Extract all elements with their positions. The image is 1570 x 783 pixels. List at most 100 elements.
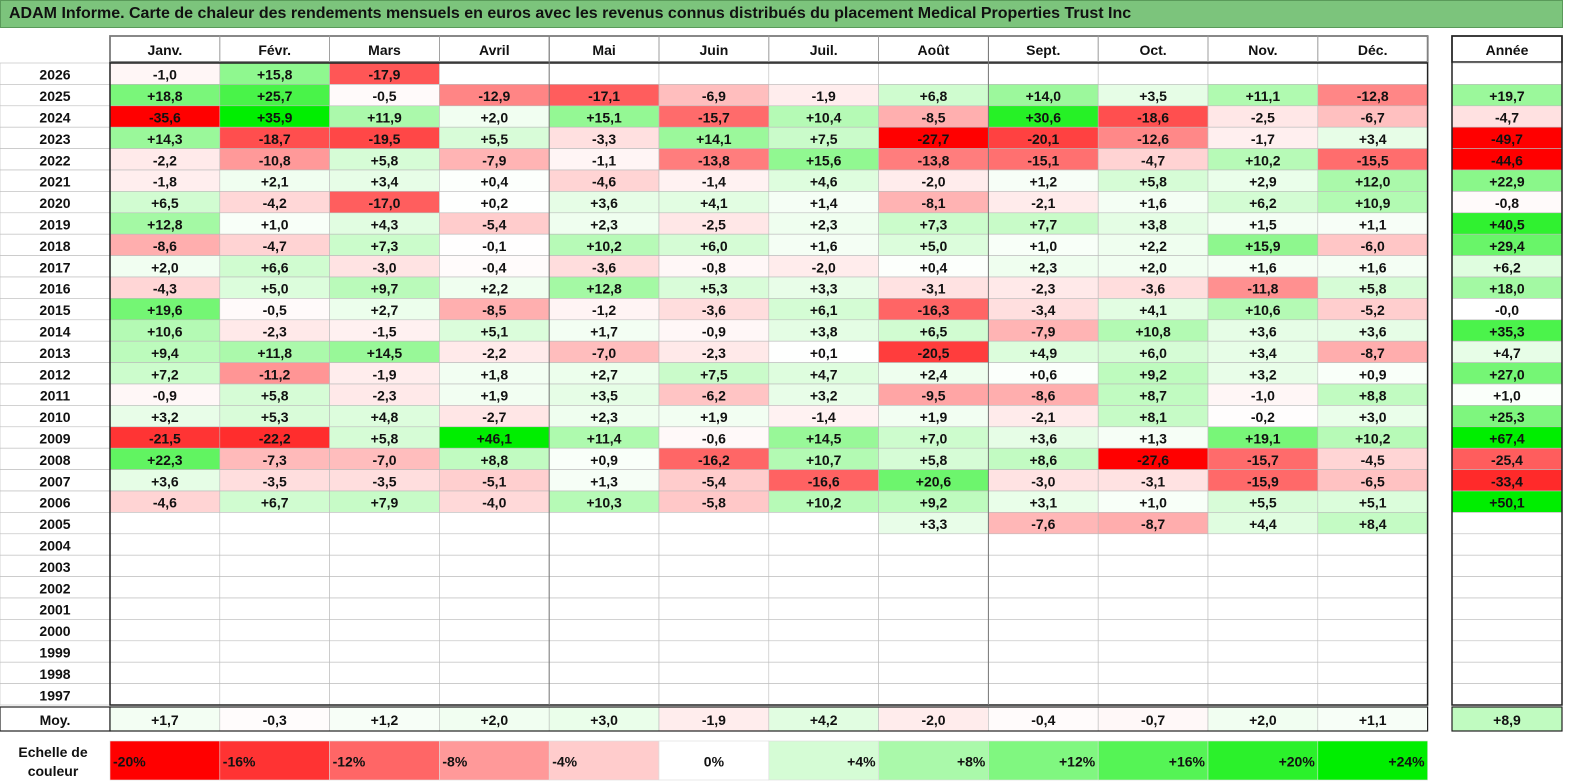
cell-value: +10,4 <box>806 110 842 126</box>
cell-value: +10,6 <box>147 324 183 340</box>
cell-value: -16,3 <box>918 302 950 318</box>
cell-value: +4,1 <box>1139 302 1167 318</box>
cell-value: +3,0 <box>1359 409 1387 425</box>
heat-cell <box>878 619 989 642</box>
heat-cell <box>768 576 879 599</box>
cell-value: -21,5 <box>149 431 181 447</box>
scale-swatch <box>548 740 660 781</box>
heat-cell <box>219 597 330 620</box>
cell-value: -4,5 <box>1361 452 1385 468</box>
cell-value: -12,6 <box>1137 131 1169 147</box>
heat-cell <box>988 597 1099 620</box>
scale-value: -4% <box>552 754 577 770</box>
cell-value: +4,6 <box>810 174 838 190</box>
cell-value: +5,5 <box>480 131 508 147</box>
cell-value: -27,7 <box>918 131 950 147</box>
cell-value: -27,6 <box>1137 452 1169 468</box>
annual-value: -4,7 <box>1495 110 1519 126</box>
heat-cell <box>219 533 330 556</box>
cell-value: +0,2 <box>480 195 508 211</box>
year-label: 2025 <box>39 88 70 104</box>
cell-value: +6,5 <box>151 195 179 211</box>
cell-value: +2,3 <box>590 409 618 425</box>
heat-cell <box>329 533 440 556</box>
cell-value: +1,9 <box>920 409 948 425</box>
heat-cell <box>109 661 221 684</box>
heat-cell <box>658 683 770 706</box>
avg-value: -2,0 <box>921 712 945 728</box>
cell-value: +3,3 <box>920 516 948 532</box>
heat-cell <box>768 512 879 535</box>
cell-value: -20,5 <box>918 345 950 361</box>
cell-value: -17,0 <box>369 195 401 211</box>
cell-value: +12,8 <box>147 217 183 233</box>
cell-value: +10,9 <box>1355 195 1391 211</box>
cell-value: -3,3 <box>592 131 616 147</box>
cell-value: -2,0 <box>921 174 945 190</box>
cell-value: -1,2 <box>592 302 616 318</box>
annual-border <box>1451 35 1563 706</box>
cell-value: +2,1 <box>261 174 289 190</box>
cell-value: +1,5 <box>1249 217 1277 233</box>
heat-cell <box>1317 619 1428 642</box>
heat-cell <box>768 683 879 706</box>
scale-value: -20% <box>113 754 146 770</box>
avg-value: -0,7 <box>1141 712 1165 728</box>
grid-border <box>109 62 1429 706</box>
year-label: 2010 <box>39 409 70 425</box>
month-header: Avril <box>479 42 510 58</box>
cell-value: +3,8 <box>810 324 838 340</box>
avg-cell <box>329 706 440 732</box>
cell-value: -4,3 <box>153 281 177 297</box>
heat-cell <box>219 661 330 684</box>
heat-cell <box>1097 554 1209 577</box>
annual-cell <box>1451 619 1563 642</box>
annual-value: -25,4 <box>1491 452 1523 468</box>
year-label: 2000 <box>39 623 70 639</box>
scale-swatch <box>658 740 770 781</box>
cell-value: -8,5 <box>921 110 945 126</box>
heat-cell <box>329 683 440 706</box>
cell-value: -15,9 <box>1247 473 1279 489</box>
cell-value: -7,6 <box>1031 516 1055 532</box>
heat-cell <box>548 640 660 663</box>
heat-cell <box>219 554 330 577</box>
year-label: 2004 <box>39 538 70 554</box>
cell-value: +7,9 <box>371 495 399 511</box>
scale-swatch <box>109 740 221 781</box>
cell-value: -4,0 <box>482 495 506 511</box>
annual-cell <box>1451 512 1563 535</box>
cell-value: -4,7 <box>1141 152 1165 168</box>
heat-cell <box>988 576 1099 599</box>
cell-value: +11,1 <box>1246 88 1281 104</box>
cell-value: -5,4 <box>702 473 726 489</box>
cell-value: -3,6 <box>1141 281 1165 297</box>
annual-value: +19,7 <box>1489 88 1525 104</box>
cell-value: -0,2 <box>1251 409 1275 425</box>
cell-value: +3,6 <box>1249 324 1277 340</box>
heat-cell <box>1317 533 1428 556</box>
heat-cell <box>109 597 221 620</box>
cell-value: -1,0 <box>1251 388 1275 404</box>
cell-value: -1,4 <box>812 409 836 425</box>
cell-value: +10,8 <box>1135 324 1171 340</box>
cell-value: -3,1 <box>1141 473 1165 489</box>
cell-value: -35,6 <box>149 110 181 126</box>
cell-value: -2,2 <box>153 152 177 168</box>
annual-cell <box>1451 683 1563 706</box>
cell-value: +5,0 <box>261 281 289 297</box>
heat-cell <box>439 62 550 85</box>
scale-swatch <box>439 740 550 781</box>
cell-value: -7,3 <box>263 452 287 468</box>
cell-value: +46,1 <box>477 431 513 447</box>
scale-value: 0% <box>704 754 725 770</box>
cell-value: +1,3 <box>1139 431 1167 447</box>
heat-cell <box>878 597 989 620</box>
month-header: Déc. <box>1358 42 1388 58</box>
cell-value: -3,5 <box>263 473 287 489</box>
year-label: 2026 <box>39 67 70 83</box>
header-cell <box>1317 35 1429 63</box>
cell-value: +6,1 <box>810 302 838 318</box>
cell-value: -2,1 <box>1031 195 1055 211</box>
cell-value: -20,1 <box>1027 131 1059 147</box>
